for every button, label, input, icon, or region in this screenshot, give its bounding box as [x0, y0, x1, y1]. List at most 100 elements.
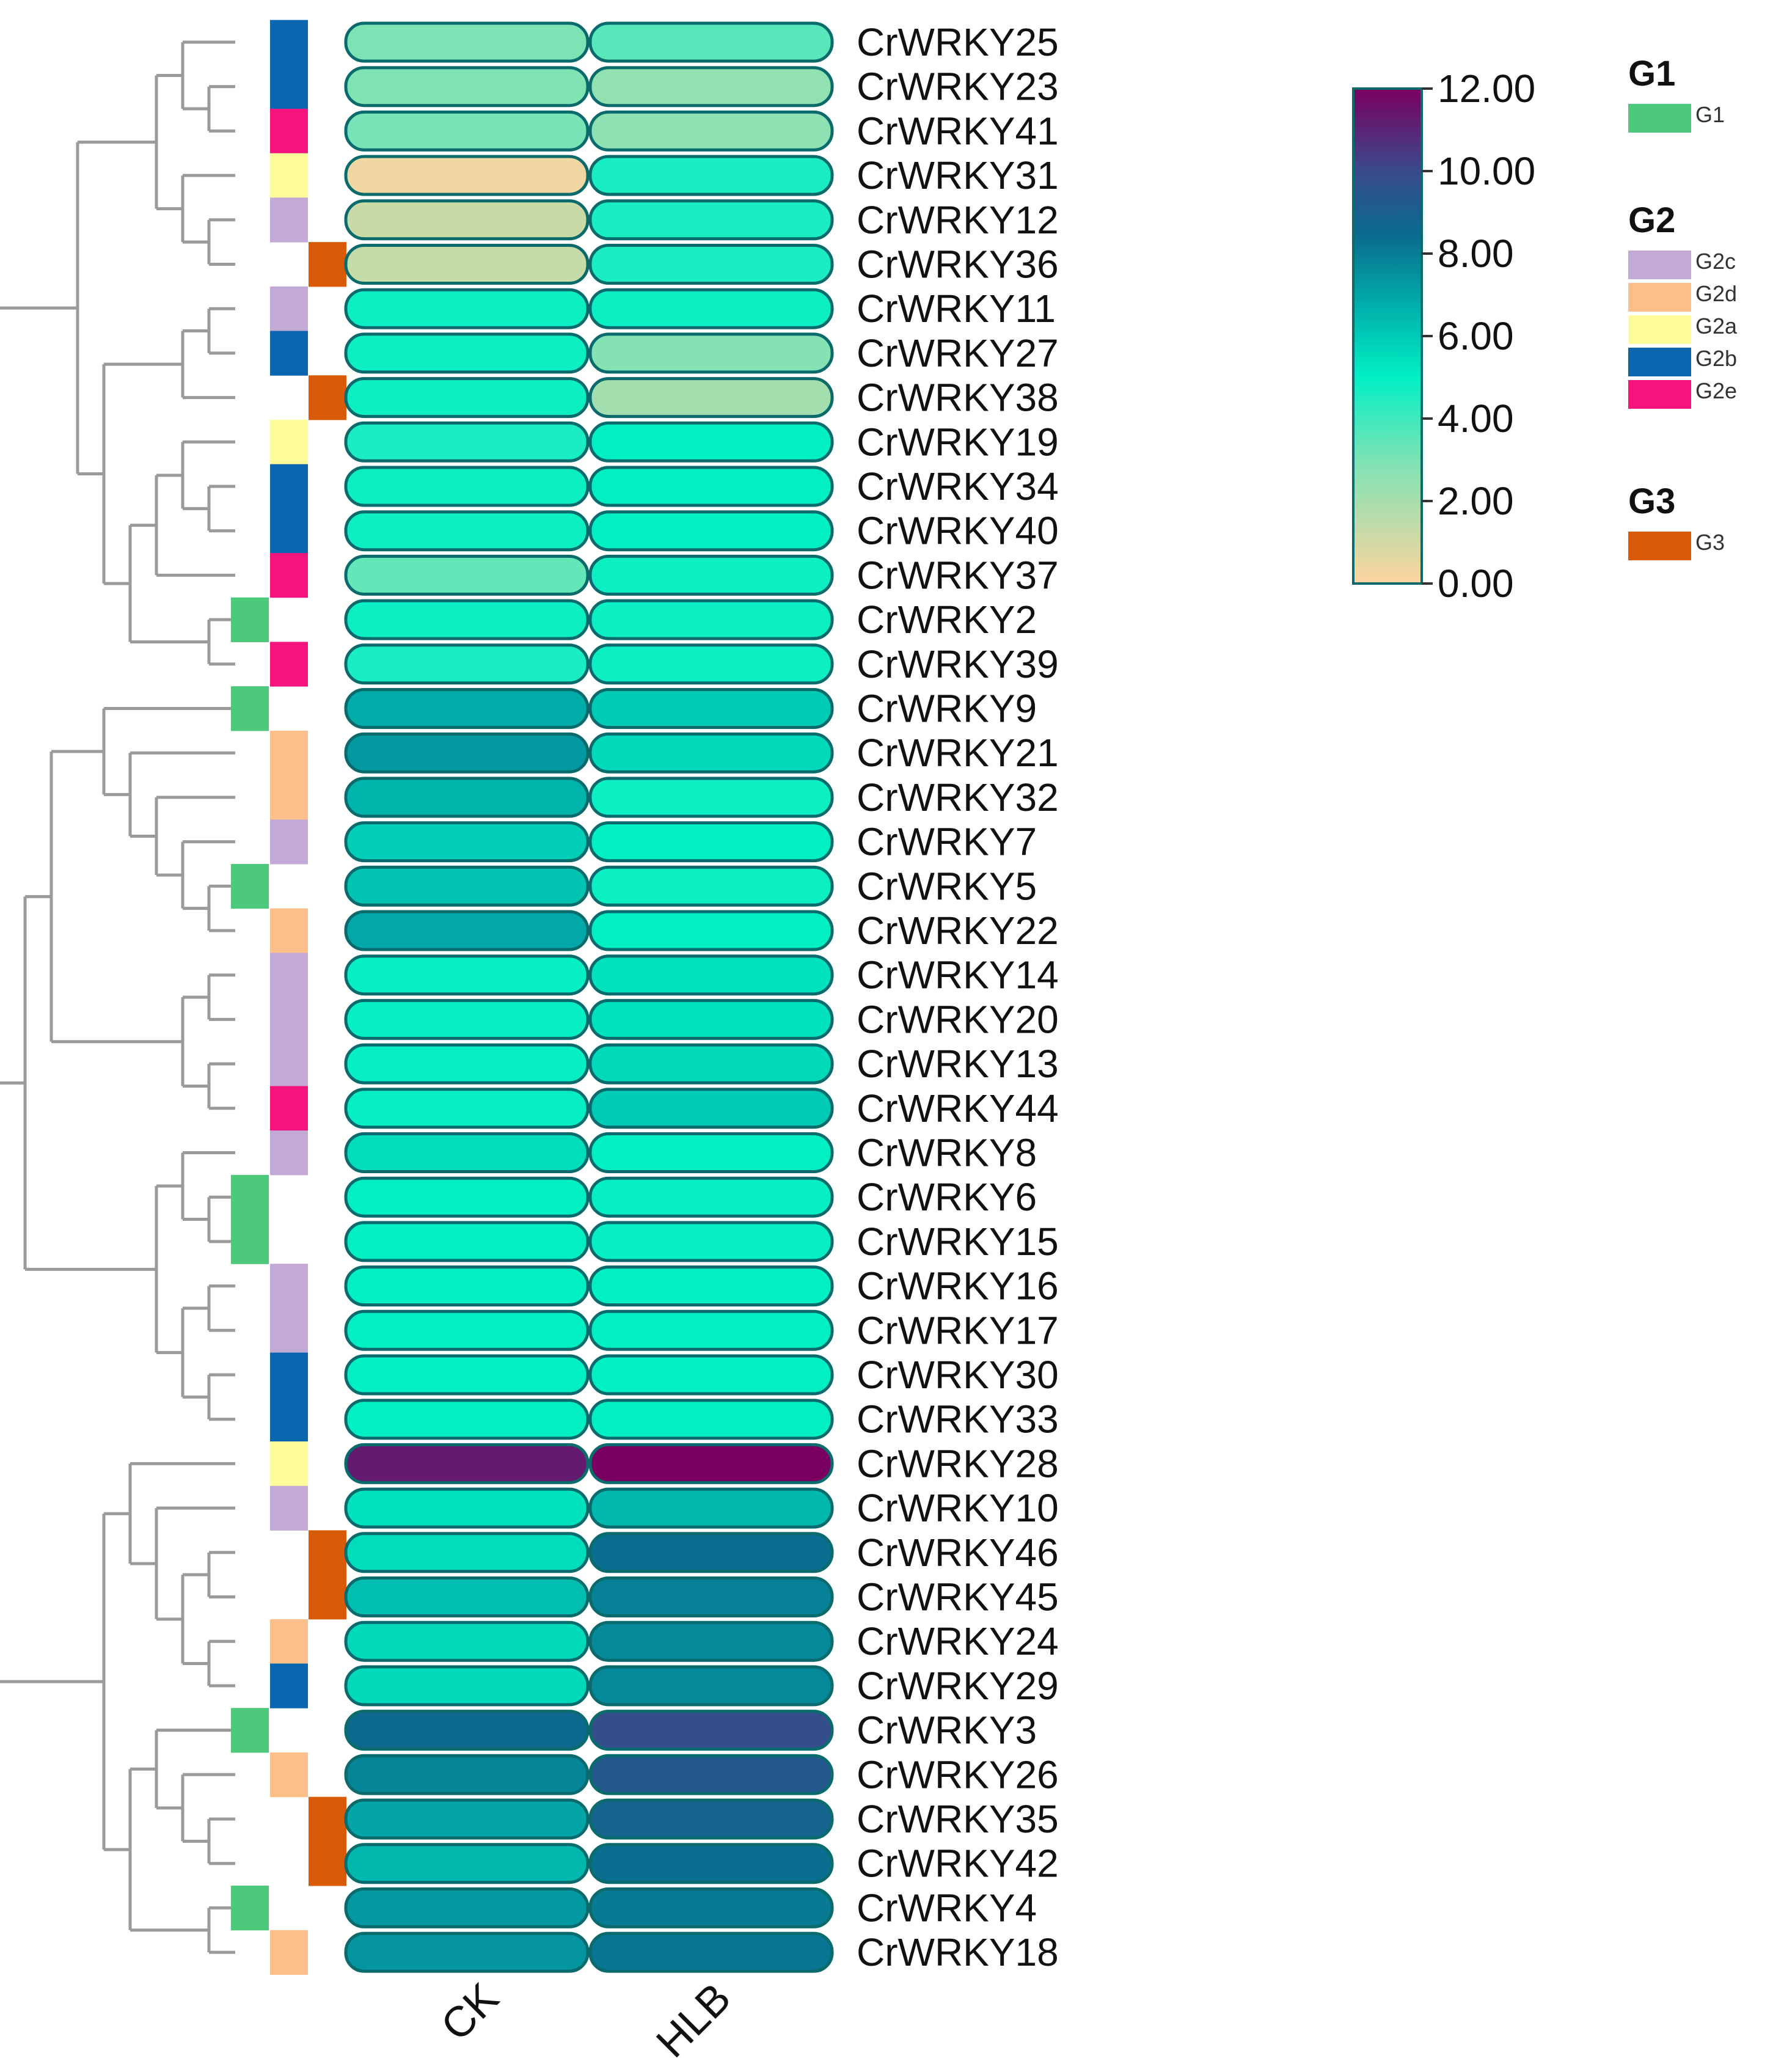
cell-crwrky5-hlb — [588, 865, 834, 907]
cell-crwrky33-hlb — [588, 1399, 834, 1440]
row-label-crwrky11: CrWRKY11 — [857, 287, 1056, 331]
dendrogram-branch — [76, 141, 156, 476]
cell-crwrky18-ck — [344, 1931, 590, 1973]
cell-crwrky46-ck — [344, 1532, 590, 1573]
cell-crwrky2-hlb — [588, 599, 834, 640]
cell-crwrky10-hlb — [588, 1487, 834, 1529]
row-label-crwrky8: CrWRKY8 — [857, 1131, 1037, 1175]
group-marker-crwrky18 — [270, 1930, 308, 1975]
cell-crwrky34-ck — [344, 466, 590, 507]
cell-crwrky19-hlb — [588, 421, 834, 463]
group-marker-crwrky13 — [270, 1041, 308, 1086]
group-marker-crwrky22 — [270, 908, 308, 953]
cell-crwrky41-hlb — [588, 110, 834, 152]
cell-crwrky6-hlb — [588, 1176, 834, 1218]
dendrogram-branch — [128, 1767, 209, 1932]
group-marker-crwrky19 — [270, 419, 308, 465]
dendrogram-branch — [207, 1373, 235, 1421]
row-label-crwrky41: CrWRKY41 — [857, 109, 1059, 153]
row-label-crwrky36: CrWRKY36 — [857, 243, 1059, 287]
group-marker-crwrky42 — [309, 1841, 346, 1886]
cell-crwrky36-hlb — [588, 244, 834, 285]
group-marker-crwrky40 — [270, 508, 308, 554]
row-label-crwrky12: CrWRKY12 — [857, 198, 1059, 242]
cell-crwrky42-hlb — [588, 1843, 834, 1884]
cell-crwrky41-ck — [344, 110, 590, 152]
row-label-crwrky18: CrWRKY18 — [857, 1930, 1059, 1974]
cell-crwrky15-hlb — [588, 1221, 834, 1262]
cell-crwrky42-ck — [344, 1843, 590, 1884]
group-legend: G1 G1 G2 G2c G2d G2a G2b G2e G3 G3 — [1628, 54, 1738, 560]
cell-crwrky5-ck — [344, 865, 590, 907]
group-marker-crwrky44 — [270, 1086, 308, 1131]
legend-title-g1: G1 — [1628, 54, 1675, 93]
group-annotation-bar — [231, 20, 346, 1975]
row-label-crwrky34: CrWRKY34 — [857, 464, 1059, 508]
color-scale-tick-label: 8.00 — [1438, 232, 1514, 276]
group-marker-crwrky36 — [309, 242, 346, 287]
row-label-crwrky20: CrWRKY20 — [857, 997, 1059, 1041]
cell-crwrky21-hlb — [588, 732, 834, 774]
row-label-crwrky3: CrWRKY3 — [857, 1708, 1037, 1752]
color-scale-tick-label: 0.00 — [1438, 562, 1514, 606]
dendrogram-branch — [207, 1639, 235, 1688]
cell-crwrky39-ck — [344, 643, 590, 685]
cell-crwrky9-hlb — [588, 688, 834, 729]
legend-label-g2b: G2b — [1695, 346, 1737, 371]
group-marker-crwrky10 — [270, 1485, 308, 1531]
row-label-crwrky15: CrWRKY15 — [857, 1220, 1059, 1264]
dendrogram-branch — [207, 973, 235, 1021]
dendrogram-branch — [128, 751, 235, 838]
cell-crwrky10-ck — [344, 1487, 590, 1529]
cell-crwrky4-ck — [344, 1887, 590, 1928]
column-labels: CK HLB — [432, 1974, 740, 2066]
cell-crwrky25-hlb — [588, 21, 834, 63]
dendrogram-branch — [0, 306, 78, 310]
cell-crwrky13-hlb — [588, 1043, 834, 1085]
cell-crwrky4-hlb — [588, 1887, 834, 1928]
color-scale-tick-label: 2.00 — [1438, 479, 1514, 523]
dendrogram-branch — [207, 1817, 235, 1865]
cell-crwrky40-hlb — [588, 510, 834, 552]
cell-crwrky9-ck — [344, 688, 590, 729]
group-marker-crwrky32 — [270, 775, 308, 820]
cell-crwrky30-hlb — [588, 1354, 834, 1396]
cell-crwrky35-hlb — [588, 1798, 834, 1840]
row-label-crwrky28: CrWRKY28 — [857, 1441, 1059, 1485]
cell-crwrky18-hlb — [588, 1931, 834, 1973]
group-marker-crwrky23 — [270, 64, 308, 109]
group-marker-crwrky33 — [270, 1397, 308, 1442]
cell-crwrky40-ck — [344, 510, 590, 552]
row-label-crwrky21: CrWRKY21 — [857, 731, 1059, 775]
group-marker-crwrky14 — [270, 953, 308, 998]
dendrogram-branch — [155, 1729, 235, 1810]
group-marker-crwrky16 — [270, 1264, 308, 1309]
group-marker-crwrky5 — [231, 863, 269, 909]
group-marker-crwrky34 — [270, 464, 308, 509]
legend-swatch-g2b — [1628, 348, 1691, 376]
group-marker-crwrky8 — [270, 1130, 308, 1176]
group-marker-crwrky15 — [231, 1219, 269, 1264]
cell-crwrky28-ck — [344, 1443, 590, 1484]
legend-label-g2a: G2a — [1695, 313, 1738, 339]
cell-crwrky3-ck — [344, 1710, 590, 1751]
group-marker-crwrky31 — [270, 153, 308, 198]
cell-crwrky28-hlb — [588, 1443, 834, 1484]
cell-crwrky17-hlb — [588, 1309, 834, 1351]
cell-crwrky12-hlb — [588, 199, 834, 241]
cell-crwrky20-hlb — [588, 998, 834, 1040]
row-label-crwrky6: CrWRKY6 — [857, 1175, 1037, 1219]
legend-swatch-g2a — [1628, 315, 1691, 344]
legend-label-g2c: G2c — [1695, 249, 1736, 274]
legend-label-g2d: G2d — [1695, 281, 1737, 306]
color-scale-bar — [1352, 87, 1423, 585]
row-label-crwrky16: CrWRKY16 — [857, 1264, 1059, 1308]
cell-crwrky37-ck — [344, 554, 590, 596]
dendrogram-branch — [155, 474, 235, 577]
dendrogram-branch — [207, 1551, 235, 1598]
dendrogram-branch — [155, 74, 183, 211]
cell-crwrky8-ck — [344, 1132, 590, 1173]
cell-crwrky46-hlb — [588, 1532, 834, 1573]
row-label-crwrky38: CrWRKY38 — [857, 376, 1059, 420]
